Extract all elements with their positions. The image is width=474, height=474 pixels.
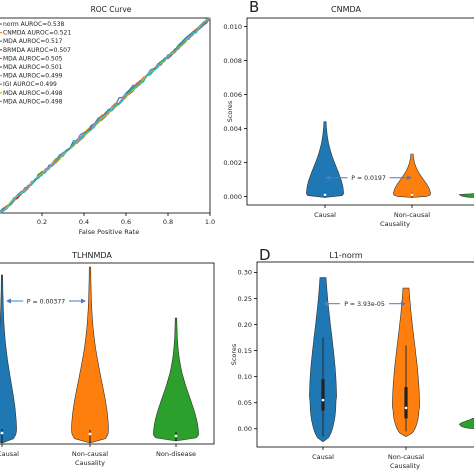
roc-x-tick-label: 1.0	[205, 218, 215, 226]
roc-title: ROC Curve	[91, 5, 132, 14]
tlhnmda-x-tick-label: Causal	[0, 450, 19, 458]
l1norm-arrowhead-left	[323, 301, 328, 307]
roc-legend-entry: BRMDA AUROC=0.507	[3, 47, 71, 54]
l1norm-x-tick-label: Non-causal	[388, 453, 424, 461]
l1norm-p-value: P = 3.93e-05	[344, 301, 385, 308]
l1norm-y-axis-label: Scores	[230, 343, 238, 365]
l1norm-y-tick-label: 0.25	[238, 295, 252, 303]
roc-legend-entry: MDA AUROC=0.501	[3, 64, 63, 71]
roc-x-tick-label: 0.6	[121, 218, 131, 226]
l1norm-y-tick-label: 0.30	[238, 269, 252, 277]
cnmda-y-tick-label: 0.000	[223, 193, 242, 201]
cnmda-violin-median	[323, 193, 327, 197]
cnmda-p-value: P = 0.0197	[351, 175, 386, 182]
tlhnmda-x-axis-label: Causality	[75, 459, 105, 467]
l1norm-y-tick-label: 0.20	[238, 321, 252, 329]
roc-legend-entry: norm AUROC=0.538	[3, 21, 65, 28]
tlhnmda-x-tick-label: Non-causal	[72, 450, 108, 458]
tlhnmda-violin-median	[0, 431, 4, 435]
cnmda-arrowhead-right	[407, 175, 412, 181]
cnmda-plot-frame	[246, 17, 474, 206]
cnmda-panel-letter: B	[249, 0, 259, 16]
tlhnmda-violin-causal	[0, 274, 17, 444]
roc-legend-entry: MDA AUROC=0.498	[3, 98, 63, 105]
roc-series-line	[0, 17, 211, 214]
roc-legend-entry: CNMDA AUROC=0.521	[3, 30, 71, 37]
cnmda-y-tick-label: 0.002	[223, 159, 242, 167]
l1norm-y-tick-label: 0.10	[238, 373, 252, 381]
cnmda-violin-n	[458, 193, 474, 198]
roc-x-tick-label: 0.2	[37, 218, 47, 226]
cnmda-y-tick-label: 0.008	[223, 57, 242, 65]
roc-legend-entry: MDA AUROC=0.499	[3, 73, 63, 80]
l1norm-y-tick-label: 0.05	[238, 399, 252, 407]
l1norm-violin-n	[458, 418, 474, 429]
cnmda-y-tick-label: 0.006	[223, 91, 242, 99]
tlhnmda-arrowhead-right	[81, 298, 86, 304]
cnmda-y-tick-label: 0.010	[223, 23, 242, 31]
cnmda-y-tick-label: 0.004	[223, 125, 242, 133]
cnmda-x-axis-label: Causality	[380, 220, 410, 228]
roc-legend-entry: MDA AUROC=0.517	[3, 38, 63, 45]
tlhnmda-violin-median	[174, 434, 178, 438]
roc-x-axis-label: False Positive Rate	[79, 228, 139, 236]
tlhnmda-p-value: P = 0.00377	[27, 298, 65, 305]
roc-legend-entry: MDA AUROC=0.505	[3, 55, 63, 62]
l1norm-violin-median	[321, 398, 325, 402]
roc-curves	[0, 17, 211, 214]
l1norm-x-tick-label: Causal	[312, 453, 334, 461]
l1norm-y-tick-label: 0.00	[238, 425, 252, 433]
l1norm-arrowhead-right	[401, 301, 406, 307]
cnmda-violin-non-causal	[393, 153, 431, 198]
tlhnmda-plot-frame	[0, 262, 215, 445]
l1norm-plot-frame	[256, 261, 474, 448]
tlhnmda-arrowhead-left	[6, 298, 11, 304]
tlhnmda-title: TLHNMDA	[71, 251, 112, 260]
tlhnmda-violin-non-causal	[71, 266, 109, 444]
cnmda-arrowhead-left	[325, 175, 330, 181]
l1norm-violin-median	[404, 406, 408, 410]
roc-plot-frame	[0, 17, 211, 214]
roc-x-tick-label: 0.8	[163, 218, 173, 226]
cnmda-x-tick-label: Causal	[314, 211, 336, 219]
roc-legend-entry: IGI AUROC=0.499	[3, 81, 57, 88]
roc-legend-entry: MDA AUROC=0.498	[3, 90, 63, 97]
roc-x-tick-label: 0.4	[79, 218, 89, 226]
l1norm-panel-letter: D	[259, 246, 271, 264]
cnmda-x-tick-label: Non-causal	[394, 211, 430, 219]
tlhnmda-x-tick-label: Non-disease	[156, 450, 196, 458]
l1norm-x-axis-label: Causality	[390, 462, 420, 470]
l1norm-y-tick-label: 0.15	[238, 347, 252, 355]
cnmda-title: CNMDA	[331, 5, 361, 14]
tlhnmda-violin-non-disease	[153, 317, 199, 442]
cnmda-violin-causal	[306, 121, 344, 198]
cnmda-y-axis-label: Scores	[226, 100, 234, 122]
l1norm-title: L1-norm	[329, 251, 363, 260]
tlhnmda-violin-median	[88, 432, 92, 436]
cnmda-violin-median	[410, 193, 414, 197]
